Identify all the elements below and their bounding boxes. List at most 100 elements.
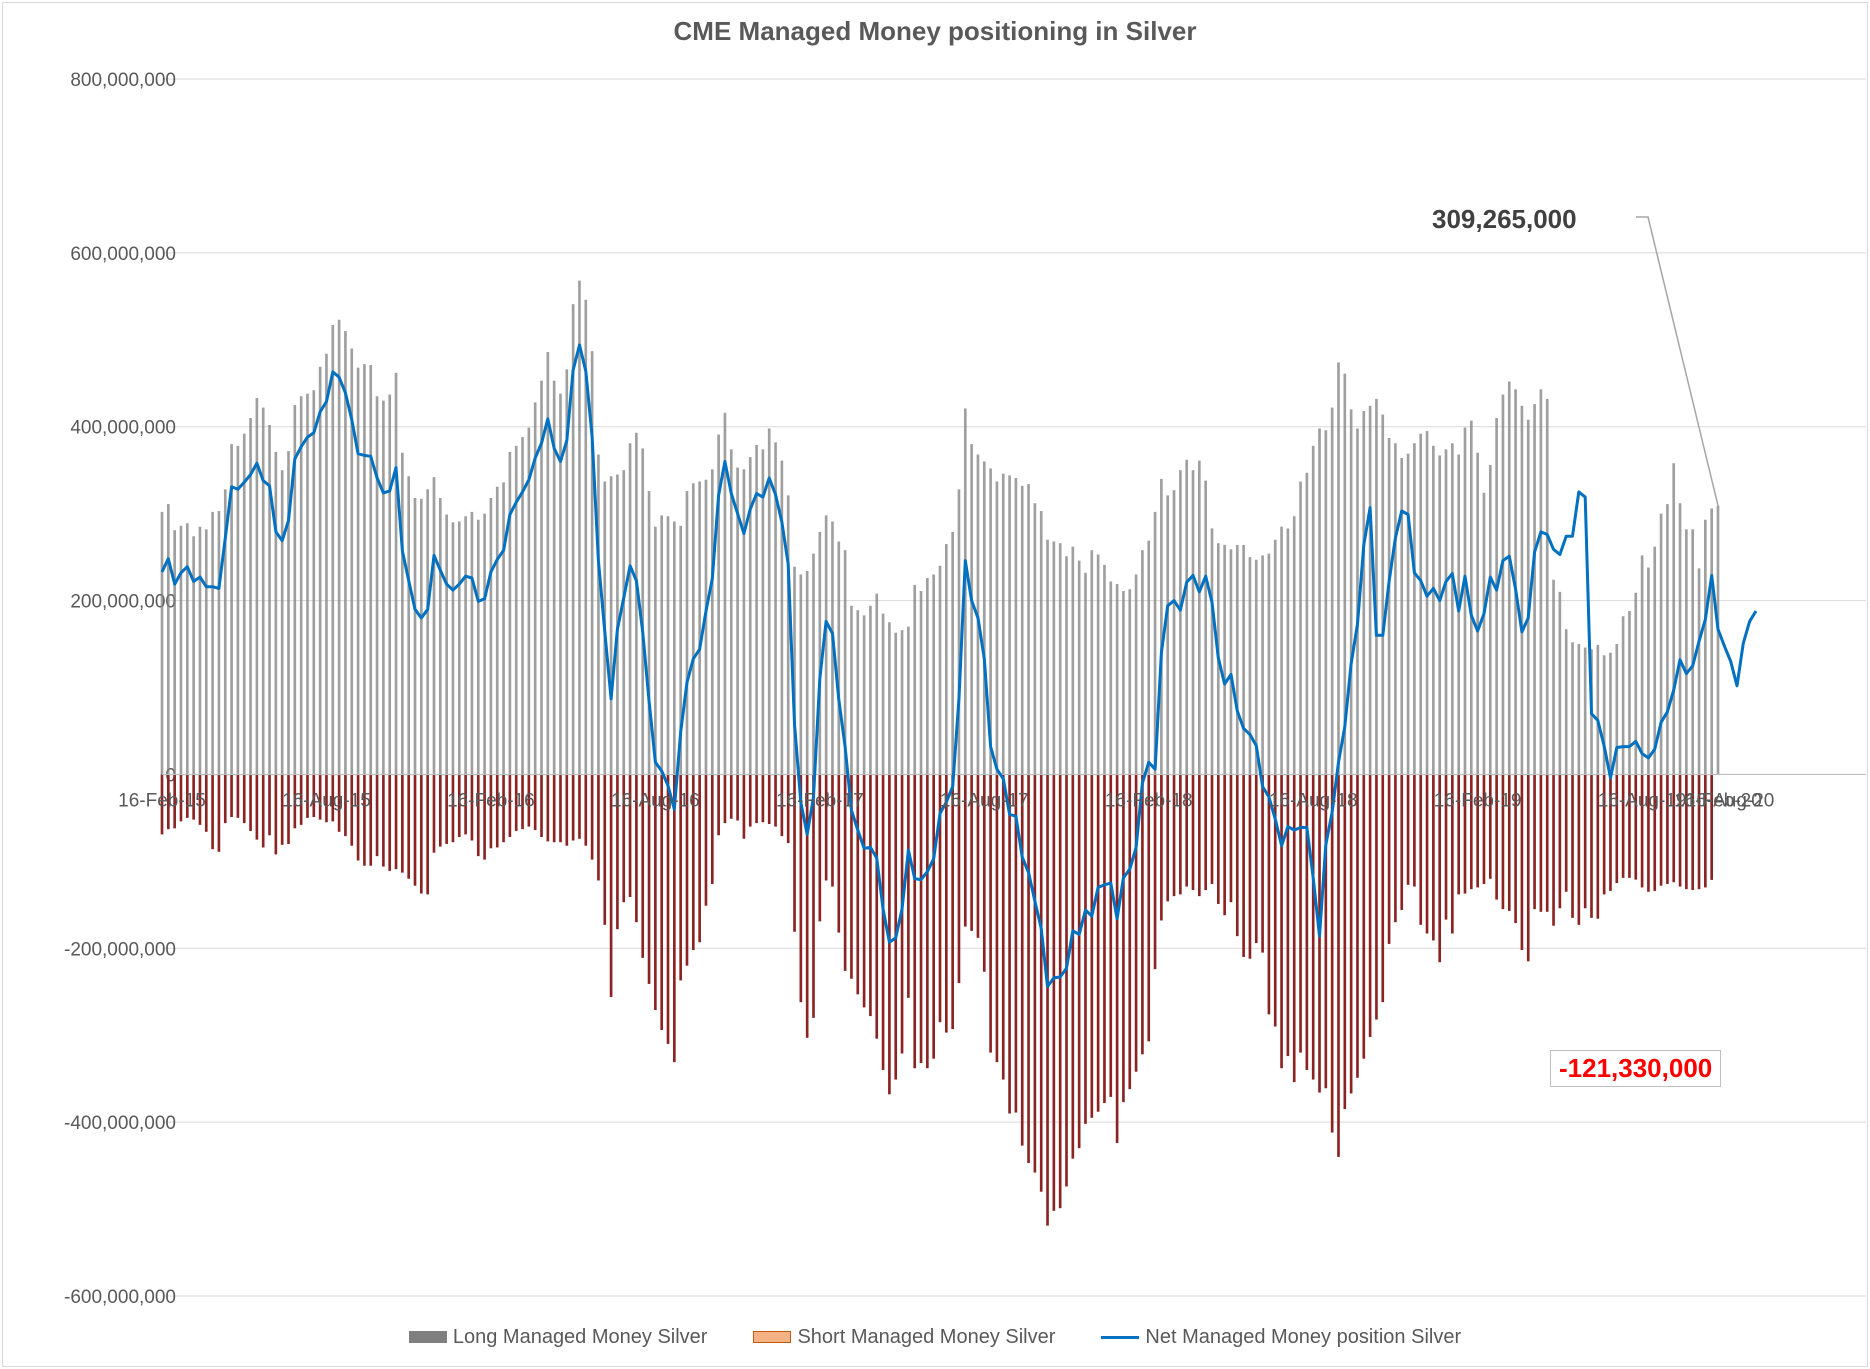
long-bar [1647, 567, 1650, 775]
short-bar [470, 774, 474, 841]
short-bar [824, 774, 828, 881]
short-bar [1185, 774, 1189, 887]
y-tick-label: 0 [165, 765, 176, 786]
long-bar [1716, 505, 1720, 775]
long-bar [597, 454, 600, 775]
short-bar [995, 774, 999, 1063]
short-bar [1172, 774, 1176, 897]
y-tick-label: 800,000,000 [70, 70, 176, 91]
long-bar [869, 605, 872, 775]
gridlines [162, 78, 1866, 1297]
long-bar [1204, 480, 1207, 775]
long-bar [1596, 644, 1600, 775]
long-bar [1020, 485, 1024, 775]
y-axis-labels: 800,000,000 600,000,000 400,000,000 200,000… [64, 70, 176, 1308]
long-bar [230, 444, 233, 775]
long-bar [527, 427, 531, 775]
long-bar [1539, 389, 1543, 775]
long-bar [679, 525, 682, 775]
long-bar [698, 481, 701, 775]
short-bar [1501, 774, 1505, 910]
long-bar [382, 400, 385, 775]
short-bar [185, 774, 189, 818]
x-tick-label: 16-Feb-20 [1674, 790, 1762, 811]
long-bar [1394, 443, 1397, 775]
long-bar [805, 571, 809, 775]
long-bar [1628, 611, 1631, 775]
long-bar [894, 632, 898, 775]
short-bar [603, 774, 607, 925]
long-bar [268, 424, 271, 775]
long-bar [1495, 418, 1498, 775]
short-bar [394, 774, 398, 870]
long-bar [1027, 484, 1030, 775]
long-bar [388, 394, 392, 775]
long-bar [1609, 652, 1612, 775]
long-bar [375, 396, 379, 775]
long-bar [1128, 589, 1132, 775]
short-bar [1065, 774, 1068, 1187]
long-bar [318, 366, 322, 775]
short-bar [628, 774, 632, 897]
long-bar [1330, 407, 1334, 775]
long-bar [982, 461, 986, 775]
long-bar [1280, 526, 1283, 775]
long-bar [1621, 616, 1625, 775]
short-bar [261, 774, 265, 848]
long-bar [476, 519, 480, 775]
short-bar [242, 774, 246, 824]
short-bar [464, 774, 467, 835]
short-bar [1495, 774, 1498, 900]
net-line [160, 343, 1758, 988]
long-bar [546, 351, 550, 775]
long-bar [559, 393, 562, 775]
long-bar [1071, 546, 1075, 775]
short-bar [204, 774, 208, 832]
long-bar [1520, 405, 1524, 775]
long-bar [249, 418, 252, 775]
long-bar [571, 304, 575, 775]
short-bar [1387, 774, 1391, 944]
short-bar [438, 774, 442, 847]
short-bar [1001, 774, 1005, 1080]
short-bar [382, 774, 385, 867]
long-bar [1229, 549, 1233, 775]
short-bar [748, 774, 752, 827]
long-bar [812, 553, 815, 775]
long-bar [685, 491, 689, 775]
long-bar [1558, 591, 1562, 775]
short-bar [230, 774, 233, 818]
short-bar [1375, 774, 1378, 1020]
long-bar [344, 331, 347, 775]
short-bar [369, 774, 373, 866]
long-bars [160, 280, 1720, 775]
short-bar [1463, 774, 1467, 894]
long-bar [420, 498, 423, 775]
long-bar [1438, 455, 1442, 775]
short-bar [862, 774, 866, 1008]
long-bar [1488, 464, 1492, 775]
short-bar [616, 774, 619, 930]
long-bar [1191, 470, 1195, 775]
long-bar [464, 516, 467, 775]
short-bar [1273, 774, 1277, 1027]
short-bar [654, 774, 657, 1011]
long-bar [1666, 504, 1669, 775]
short-bar [1647, 774, 1650, 892]
short-bar [622, 774, 626, 903]
long-bar [1065, 556, 1068, 775]
long-bar [495, 486, 499, 775]
long-bar [1210, 528, 1214, 775]
long-bar [1261, 555, 1264, 775]
long-bar [198, 526, 202, 775]
long-bar [1033, 503, 1037, 775]
long-bar [799, 574, 803, 775]
short-bar [932, 774, 936, 1059]
long-bar [1185, 459, 1189, 775]
short-bar [514, 774, 518, 831]
long-bar [185, 523, 189, 775]
long-bar [932, 574, 936, 775]
short-bar [578, 774, 581, 839]
short-bar [1071, 774, 1075, 1159]
short-bar [1052, 774, 1056, 1211]
